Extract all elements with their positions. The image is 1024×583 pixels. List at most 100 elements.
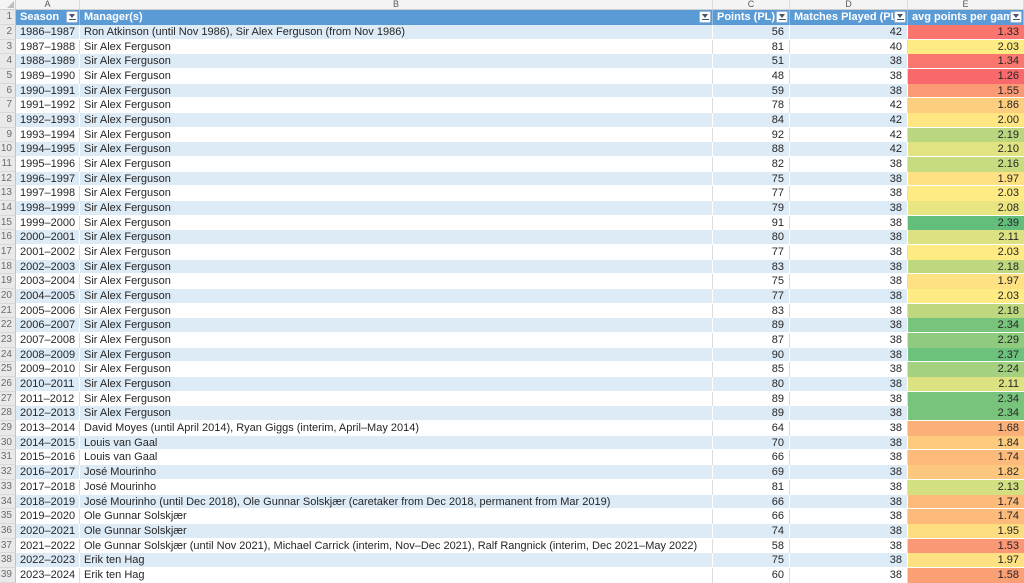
row-number[interactable]: 31 xyxy=(0,450,16,466)
cell-points[interactable]: 48 xyxy=(713,69,790,84)
cell-matches[interactable]: 38 xyxy=(790,333,908,348)
cell-points[interactable]: 81 xyxy=(713,39,790,55)
row-number[interactable]: 30 xyxy=(0,435,16,451)
filter-button-managers[interactable] xyxy=(699,11,711,23)
cell-season[interactable]: 2011–2012 xyxy=(16,391,80,407)
cell-matches[interactable]: 38 xyxy=(790,391,908,407)
row-number[interactable]: 17 xyxy=(0,245,16,260)
row-number[interactable]: 15 xyxy=(0,215,16,231)
column-header-C[interactable]: C xyxy=(713,0,790,9)
row-number[interactable]: 2 xyxy=(0,25,16,40)
cell-matches[interactable]: 38 xyxy=(790,362,908,378)
row-number[interactable]: 34 xyxy=(0,494,16,510)
cell-season[interactable]: 2005–2006 xyxy=(16,303,80,319)
cell-matches[interactable]: 42 xyxy=(790,25,908,40)
cell-season[interactable]: 2023–2024 xyxy=(16,567,80,583)
cell-season[interactable]: 2000–2001 xyxy=(16,230,80,246)
cell-manager[interactable]: Sir Alex Ferguson xyxy=(80,333,713,348)
cell-avg[interactable]: 2.34 xyxy=(908,318,1024,334)
cell-points[interactable]: 60 xyxy=(713,567,790,583)
row-number[interactable]: 21 xyxy=(0,303,16,319)
cell-avg[interactable]: 2.18 xyxy=(908,303,1024,319)
cell-manager[interactable]: Sir Alex Ferguson xyxy=(80,303,713,319)
cell-avg[interactable]: 1.74 xyxy=(908,494,1024,510)
cell-points[interactable]: 66 xyxy=(713,509,790,524)
cell-manager[interactable]: Louis van Gaal xyxy=(80,450,713,466)
cell-avg[interactable]: 2.03 xyxy=(908,289,1024,304)
cell-points[interactable]: 64 xyxy=(713,421,790,436)
cell-points[interactable]: 69 xyxy=(713,465,790,480)
row-number[interactable]: 3 xyxy=(0,39,16,55)
cell-points[interactable]: 70 xyxy=(713,435,790,451)
cell-season[interactable]: 2017–2018 xyxy=(16,479,80,495)
cell-manager[interactable]: Sir Alex Ferguson xyxy=(80,39,713,55)
row-number[interactable]: 36 xyxy=(0,523,16,539)
filter-button-avg[interactable] xyxy=(1010,11,1022,23)
cell-manager[interactable]: Erik ten Hag xyxy=(80,553,713,568)
cell-manager[interactable]: Ron Atkinson (until Nov 1986), Sir Alex … xyxy=(80,25,713,40)
cell-avg[interactable]: 2.03 xyxy=(908,245,1024,260)
cell-season[interactable]: 2008–2009 xyxy=(16,347,80,363)
cell-manager[interactable]: José Mourinho xyxy=(80,479,713,495)
cell-avg[interactable]: 2.19 xyxy=(908,127,1024,143)
row-number[interactable]: 23 xyxy=(0,333,16,348)
cell-matches[interactable]: 38 xyxy=(790,303,908,319)
row-number[interactable]: 27 xyxy=(0,391,16,407)
cell-manager[interactable]: Sir Alex Ferguson xyxy=(80,230,713,246)
cell-manager[interactable]: Erik ten Hag xyxy=(80,567,713,583)
cell-manager[interactable]: Sir Alex Ferguson xyxy=(80,69,713,84)
cell-manager[interactable]: Sir Alex Ferguson xyxy=(80,289,713,304)
cell-matches[interactable]: 38 xyxy=(790,421,908,436)
row-number[interactable]: 1 xyxy=(0,10,16,25)
filter-button-points[interactable] xyxy=(776,11,788,23)
cell-points[interactable]: 91 xyxy=(713,215,790,231)
cell-points[interactable]: 89 xyxy=(713,406,790,422)
cell-matches[interactable]: 38 xyxy=(790,69,908,84)
cell-season[interactable]: 2004–2005 xyxy=(16,289,80,304)
row-number[interactable]: 9 xyxy=(0,127,16,143)
cell-manager[interactable]: Sir Alex Ferguson xyxy=(80,215,713,231)
row-number[interactable]: 22 xyxy=(0,318,16,334)
cell-avg[interactable]: 2.34 xyxy=(908,406,1024,422)
cell-avg[interactable]: 1.33 xyxy=(908,25,1024,40)
row-number[interactable]: 33 xyxy=(0,479,16,495)
cell-avg[interactable]: 2.29 xyxy=(908,333,1024,348)
cell-season[interactable]: 1998–1999 xyxy=(16,201,80,216)
cell-season[interactable]: 2001–2002 xyxy=(16,245,80,260)
cell-season[interactable]: 1991–1992 xyxy=(16,98,80,114)
cell-points[interactable]: 66 xyxy=(713,494,790,510)
cell-matches[interactable]: 38 xyxy=(790,435,908,451)
cell-points[interactable]: 81 xyxy=(713,479,790,495)
cell-season[interactable]: 2009–2010 xyxy=(16,362,80,378)
cell-season[interactable]: 2022–2023 xyxy=(16,553,80,568)
row-number[interactable]: 32 xyxy=(0,465,16,480)
row-number[interactable]: 25 xyxy=(0,362,16,378)
cell-matches[interactable]: 38 xyxy=(790,494,908,510)
cell-avg[interactable]: 2.03 xyxy=(908,39,1024,55)
cell-season[interactable]: 2014–2015 xyxy=(16,435,80,451)
cell-points[interactable]: 74 xyxy=(713,523,790,539)
cell-matches[interactable]: 38 xyxy=(790,171,908,187)
cell-matches[interactable]: 38 xyxy=(790,479,908,495)
cell-avg[interactable]: 1.86 xyxy=(908,98,1024,114)
row-number[interactable]: 8 xyxy=(0,113,16,128)
cell-avg[interactable]: 2.16 xyxy=(908,157,1024,172)
cell-avg[interactable]: 1.58 xyxy=(908,567,1024,583)
row-number[interactable]: 7 xyxy=(0,98,16,114)
cell-manager[interactable]: Sir Alex Ferguson xyxy=(80,245,713,260)
row-number[interactable]: 14 xyxy=(0,201,16,216)
table-header-managers[interactable]: Manager(s) xyxy=(80,10,713,25)
cell-avg[interactable]: 2.11 xyxy=(908,230,1024,246)
cell-avg[interactable]: 1.97 xyxy=(908,274,1024,290)
cell-points[interactable]: 90 xyxy=(713,347,790,363)
cell-manager[interactable]: Sir Alex Ferguson xyxy=(80,362,713,378)
cell-matches[interactable]: 38 xyxy=(790,567,908,583)
cell-manager[interactable]: Sir Alex Ferguson xyxy=(80,113,713,128)
cell-avg[interactable]: 2.39 xyxy=(908,215,1024,231)
cell-avg[interactable]: 1.53 xyxy=(908,538,1024,554)
cell-manager[interactable]: Ole Gunnar Solskjær (until Nov 2021), Mi… xyxy=(80,538,713,554)
cell-avg[interactable]: 1.68 xyxy=(908,421,1024,436)
row-number[interactable]: 11 xyxy=(0,157,16,172)
cell-manager[interactable]: Sir Alex Ferguson xyxy=(80,98,713,114)
row-number[interactable]: 18 xyxy=(0,259,16,275)
